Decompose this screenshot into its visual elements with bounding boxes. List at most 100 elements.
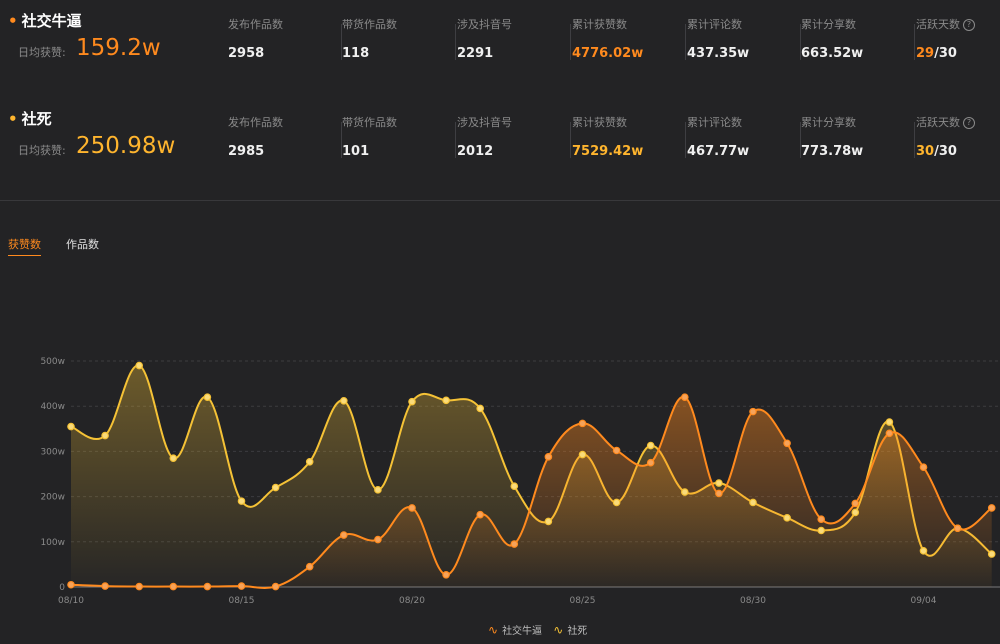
y-tick-label: 400w [40, 402, 65, 412]
daily-likes-label: 日均获赞: [18, 46, 66, 59]
data-point-series-2[interactable] [101, 431, 109, 440]
legend-item-series-2[interactable]: ∿ 社死 [553, 623, 588, 637]
data-point-series-1[interactable] [374, 535, 382, 544]
y-tick-label: 0 [59, 583, 65, 593]
data-point-series-1[interactable] [169, 582, 178, 591]
data-point-series-2[interactable] [715, 479, 723, 487]
y-tick-label: 100w [40, 538, 65, 548]
daily-likes-value: 159.2w [76, 35, 161, 61]
likes-trend-chart: 0 100w 200w 300w 400w 500w 08/10 08/15 08/20 08/2… [40, 357, 1000, 606]
data-point-series-1[interactable] [305, 562, 314, 571]
data-point-series-1[interactable] [885, 429, 894, 438]
data-point-series-2[interactable] [851, 508, 860, 517]
data-point-series-1[interactable] [578, 419, 587, 428]
data-point-series-2[interactable] [783, 514, 791, 522]
data-point-series-1[interactable] [715, 489, 723, 498]
daily-likes-label: 日均获赞: [18, 144, 66, 157]
data-point-series-2[interactable] [680, 488, 689, 496]
stat-total-shares: 累计分享数 663.52w [801, 14, 915, 70]
account-name: • 社死 [8, 110, 52, 128]
data-point-series-2[interactable] [885, 418, 894, 426]
data-point-series-2[interactable] [339, 396, 348, 405]
bullet-dot-icon: • [8, 110, 18, 128]
account-summary-1: • 社交牛逼 日均获赞: 159.2w 发布作品数 2958 带货作品数 118 … [0, 0, 1000, 80]
stat-active-days: 活跃天数? 30/30 [916, 112, 1000, 168]
question-circle-icon[interactable]: ? [963, 19, 975, 31]
account-name: • 社交牛逼 [8, 12, 82, 30]
data-point-series-1[interactable] [783, 439, 791, 448]
data-point-series-1[interactable] [510, 540, 519, 548]
stat-total-comments: 累计评论数 467.77w [687, 112, 801, 168]
data-point-series-2[interactable] [442, 396, 450, 405]
x-tick-label: 08/10 [58, 596, 84, 606]
x-tick-label: 08/30 [740, 596, 766, 606]
data-point-series-1[interactable] [544, 453, 553, 461]
data-point-series-1[interactable] [476, 510, 485, 519]
data-point-series-1[interactable] [919, 463, 928, 472]
data-point-series-1[interactable] [101, 582, 109, 590]
data-point-series-1[interactable] [851, 499, 860, 508]
stat-commerce-works: 带货作品数 101 [342, 112, 456, 168]
data-point-series-2[interactable] [271, 483, 280, 492]
stat-published-works: 发布作品数 2985 [228, 112, 342, 168]
y-tick-label: 500w [40, 357, 65, 367]
data-point-series-1[interactable] [442, 570, 450, 579]
legend-item-series-1[interactable]: ∿ 社交牛逼 [488, 623, 543, 637]
data-point-series-2[interactable] [203, 393, 212, 401]
stat-active-days: 活跃天数? 29/30 [916, 14, 1000, 70]
section-divider [0, 200, 1000, 201]
tab-likes[interactable]: 获赞数 [8, 236, 41, 256]
data-point-series-2[interactable] [305, 457, 314, 466]
data-point-series-2[interactable] [919, 547, 928, 555]
daily-likes-value: 250.98w [76, 133, 176, 159]
data-point-series-1[interactable] [953, 524, 962, 533]
stat-total-likes: 累计获赞数 7529.42w [572, 112, 686, 168]
account-summary-2: • 社死 日均获赞: 250.98w 发布作品数 2985 带货作品数 101 涉… [0, 98, 1000, 178]
tab-works[interactable]: 作品数 [66, 238, 99, 251]
data-point-series-1[interactable] [67, 580, 75, 589]
stat-total-comments: 累计评论数 437.35w [687, 14, 801, 70]
data-point-series-1[interactable] [817, 515, 826, 524]
data-point-series-1[interactable] [612, 446, 621, 455]
data-point-series-2[interactable] [817, 526, 826, 535]
data-point-series-1[interactable] [339, 531, 348, 539]
x-tick-label: 09/04 [911, 596, 937, 606]
data-point-series-2[interactable] [578, 450, 587, 459]
data-point-series-2[interactable] [135, 361, 144, 370]
data-point-series-1[interactable] [408, 504, 416, 512]
data-point-series-2[interactable] [408, 397, 416, 406]
data-point-series-1[interactable] [135, 582, 144, 591]
data-point-series-2[interactable] [749, 498, 757, 507]
chart-legend: ∿ 社交牛逼 ∿ 社死 [488, 622, 595, 637]
data-point-series-1[interactable] [646, 458, 655, 467]
bullet-dot-icon: • [8, 12, 18, 30]
data-point-series-1[interactable] [271, 582, 280, 591]
stat-douyin-accounts: 涉及抖音号 2012 [457, 112, 571, 168]
stat-total-likes: 累计获赞数 4776.02w [572, 14, 686, 70]
series-area-1 [71, 396, 992, 588]
x-tick-label: 08/20 [399, 596, 425, 606]
data-point-series-2[interactable] [612, 498, 621, 507]
data-point-series-1[interactable] [987, 504, 996, 512]
data-point-series-2[interactable] [646, 441, 655, 450]
data-point-series-2[interactable] [476, 404, 485, 413]
stat-published-works: 发布作品数 2958 [228, 14, 342, 70]
y-tick-label: 300w [40, 447, 65, 457]
data-point-series-2[interactable] [169, 454, 178, 462]
data-point-series-2[interactable] [544, 517, 553, 526]
data-point-series-1[interactable] [237, 582, 246, 590]
y-tick-label: 200w [40, 493, 65, 503]
data-point-series-1[interactable] [203, 582, 212, 591]
data-point-series-2[interactable] [67, 422, 75, 431]
x-tick-label: 08/25 [570, 596, 596, 606]
stat-commerce-works: 带货作品数 118 [342, 14, 456, 70]
data-point-series-2[interactable] [510, 482, 519, 491]
x-tick-label: 08/15 [229, 596, 255, 606]
data-point-series-2[interactable] [987, 550, 996, 558]
data-point-series-2[interactable] [374, 486, 382, 494]
data-point-series-2[interactable] [237, 497, 246, 505]
question-circle-icon[interactable]: ? [963, 117, 975, 129]
data-point-series-1[interactable] [680, 393, 689, 401]
data-point-series-1[interactable] [749, 407, 757, 416]
stat-total-shares: 累计分享数 773.78w [801, 112, 915, 168]
